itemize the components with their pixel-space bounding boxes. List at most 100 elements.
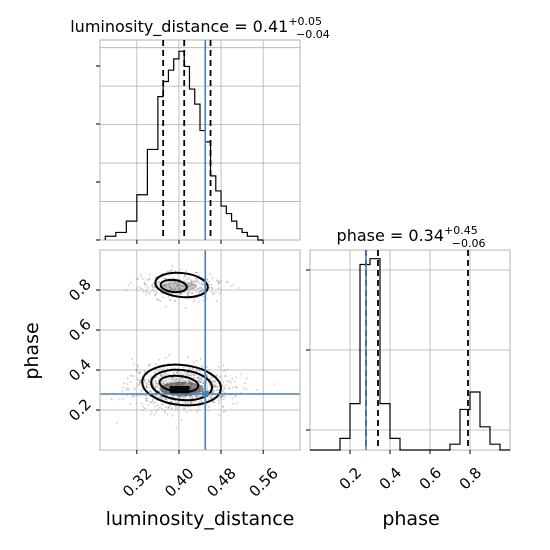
sample-point (186, 278, 188, 281)
sample-point (211, 287, 214, 290)
sample-point (188, 374, 190, 377)
sample-point (166, 413, 169, 416)
sample-point (189, 288, 192, 291)
sample-point (221, 390, 224, 393)
sample-point (129, 381, 132, 383)
sample-point (181, 285, 184, 288)
sample-point (192, 401, 195, 403)
sample-point (205, 373, 208, 376)
sample-point (140, 287, 143, 290)
sample-point (200, 287, 203, 289)
sample-point (212, 384, 215, 387)
sample-point (136, 364, 139, 367)
sample-point (232, 284, 235, 286)
sample-point (193, 283, 196, 286)
sample-point (194, 278, 197, 280)
sample-point (178, 396, 180, 399)
sample-point (147, 379, 150, 382)
sample-point (169, 283, 172, 285)
sample-point (200, 364, 203, 367)
sample-point (188, 380, 190, 383)
density-contour (154, 271, 209, 299)
sample-point (181, 378, 184, 380)
sample-point (184, 380, 187, 383)
sample-point (175, 379, 178, 381)
sample-point (162, 285, 165, 288)
sample-point (184, 402, 187, 405)
sample-point (133, 388, 136, 391)
sample-point (170, 400, 173, 403)
sample-point (138, 382, 141, 384)
sample-point (163, 372, 166, 375)
sample-point (170, 269, 172, 271)
sample-point (161, 375, 164, 377)
sample-point (198, 287, 201, 290)
sample-point (148, 383, 151, 386)
sample-point (232, 403, 235, 405)
sample-point (181, 374, 184, 376)
sample-point (165, 285, 168, 287)
sample-point (168, 283, 171, 285)
sample-point (212, 400, 215, 403)
sample-point (191, 396, 194, 399)
sample-point (142, 290, 145, 293)
sample-point (188, 379, 191, 382)
sample-point (145, 386, 148, 388)
sample-point (190, 374, 193, 377)
sample-point (175, 292, 178, 295)
sample-point (169, 289, 172, 291)
y-tick-label: 0.4 (65, 355, 95, 385)
sample-point (159, 395, 161, 398)
sample-point (211, 277, 214, 280)
sample-point (167, 373, 170, 376)
sample-point (222, 381, 225, 383)
sample-point (208, 405, 210, 408)
sample-point (196, 369, 198, 372)
sample-point (168, 280, 171, 283)
sample-point (189, 283, 192, 286)
sample-point (163, 374, 166, 377)
sample-point (221, 394, 224, 397)
sample-point (175, 371, 178, 374)
sample-point (187, 282, 190, 285)
y-axis-label-phase: phase (21, 322, 43, 379)
sample-point (123, 382, 126, 385)
sample-point (164, 372, 167, 374)
sample-point (156, 384, 159, 387)
sample-point (208, 384, 211, 386)
sample-point (159, 367, 162, 369)
sample-point (139, 395, 142, 398)
sample-point (220, 395, 223, 398)
sample-point (132, 375, 135, 378)
title-phase: phase = 0.34+0.45 −0.06 (337, 224, 486, 250)
sample-point (133, 387, 136, 389)
sample-point (187, 294, 190, 296)
sample-point (169, 299, 172, 301)
sample-point (200, 378, 203, 381)
density-contour (150, 368, 213, 402)
2d-panel-luminosity-distance-phase: 0.32 0.40 0.48 0.56 0.2 0.4 0.6 0.8 (65, 249, 301, 501)
sample-point (157, 408, 160, 411)
sample-point (164, 286, 167, 289)
sample-point (174, 380, 177, 383)
sample-point (164, 283, 167, 286)
sample-point (168, 286, 171, 289)
sample-point (176, 395, 179, 398)
sample-point (192, 284, 195, 287)
sample-point (137, 365, 140, 368)
sample-point (152, 384, 155, 386)
sample-point (149, 390, 152, 393)
sample-point (135, 370, 138, 372)
sample-point (179, 287, 182, 290)
sample-point (172, 288, 175, 291)
sample-point (217, 414, 220, 416)
sample-point (139, 379, 142, 381)
sample-point (167, 270, 169, 273)
sample-point (162, 382, 165, 385)
x-tick-label: 0.40 (161, 464, 197, 500)
sample-point (217, 287, 220, 290)
sample-point (200, 290, 203, 293)
sample-point (213, 386, 216, 388)
sample-point (179, 395, 182, 398)
sample-point (151, 284, 153, 287)
